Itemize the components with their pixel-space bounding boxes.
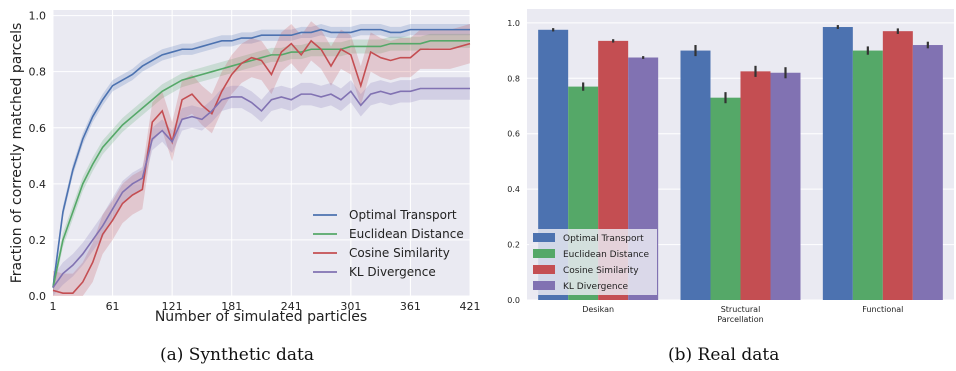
series-line xyxy=(52,39,471,294)
y-axis-label: Fraction of correctly matched parcels xyxy=(9,23,25,284)
legend-label: Optimal Transport xyxy=(349,208,457,222)
legend-label: Optimal Transport xyxy=(563,234,644,244)
error-bars xyxy=(552,25,929,104)
real-data-chart: 0.0 0.2 0.4 0.6 0.8 1.0 Desikan StructuralParc… xyxy=(507,9,954,324)
category-label: Desikan xyxy=(582,305,614,314)
series-line xyxy=(52,40,470,288)
legend-label: KL Divergence xyxy=(349,265,436,279)
y-tick-label: 0.8 xyxy=(507,74,520,83)
y-tick-label: 0.6 xyxy=(29,122,47,135)
legend-label: KL Divergence xyxy=(563,282,629,292)
legend-label: Euclidean Distance xyxy=(563,250,649,260)
category-label: Structural xyxy=(721,305,761,314)
y-tick-labels: 0.0 0.2 0.4 0.6 0.8 1.0 xyxy=(29,10,47,303)
y-tick-label: 0.4 xyxy=(507,185,520,194)
x-tick-label: 121 xyxy=(162,300,183,313)
legend-swatch xyxy=(533,249,555,258)
y-tick-label: 1.0 xyxy=(29,10,47,23)
series-lines xyxy=(52,28,471,294)
legend-label: Euclidean Distance xyxy=(349,227,464,241)
category-label: Parcellation xyxy=(717,315,763,324)
x-axis-label: Number of simulated particles xyxy=(155,309,367,325)
synthetic-data-chart: 1 61 121 181 241 301 361 421 0.0 0.2 0.4 0.6 0.8 1.0… xyxy=(9,10,481,325)
y-tick-labels: 0.0 0.2 0.4 0.6 0.8 1.0 xyxy=(507,19,520,305)
x-tick-label: 1 xyxy=(50,300,57,313)
y-tick-label: 1.0 xyxy=(507,19,520,28)
bar xyxy=(770,72,801,300)
y-tick-label: 0.8 xyxy=(29,66,47,79)
bar xyxy=(740,71,771,300)
series-line xyxy=(52,28,470,288)
confidence-band xyxy=(53,33,470,295)
bar xyxy=(822,27,853,301)
legend-label: Cosine Similarity xyxy=(349,246,450,260)
y-tick-label: 0.6 xyxy=(507,130,520,139)
bar xyxy=(680,50,711,301)
x-tick-label: 181 xyxy=(221,300,242,313)
grid xyxy=(52,10,471,297)
x-tick-label: 421 xyxy=(460,300,481,313)
legend: Optimal Transport Euclidean Distance Cosin… xyxy=(313,208,464,279)
caption-synthetic: (a) Synthetic data xyxy=(160,345,315,365)
legend-label: Cosine Similarity xyxy=(563,266,639,276)
caption-real: (b) Real data xyxy=(668,345,780,365)
bar xyxy=(710,97,741,300)
x-tick-labels: 1 61 121 181 241 301 361 421 xyxy=(50,300,481,313)
confidence-band xyxy=(53,77,470,296)
legend-swatch xyxy=(533,265,555,274)
series-line xyxy=(52,87,470,289)
x-tick-label: 61 xyxy=(106,300,120,313)
bar xyxy=(852,50,883,301)
y-tick-label: 0.4 xyxy=(29,178,47,191)
y-tick-label: 0.0 xyxy=(29,290,47,303)
bar xyxy=(882,31,913,301)
x-tick-label: 241 xyxy=(281,300,302,313)
y-tick-label: 0.0 xyxy=(507,296,520,305)
x-tick-label: 301 xyxy=(340,300,361,313)
category-label: Functional xyxy=(862,305,903,314)
y-tick-label: 0.2 xyxy=(507,241,520,250)
y-tick-label: 0.2 xyxy=(29,234,47,247)
bar xyxy=(912,45,943,301)
x-tick-label: 361 xyxy=(400,300,421,313)
legend: Optimal Transport Euclidean Distance Cosin… xyxy=(529,229,657,295)
legend-swatch xyxy=(533,233,555,242)
legend-swatch xyxy=(533,281,555,290)
